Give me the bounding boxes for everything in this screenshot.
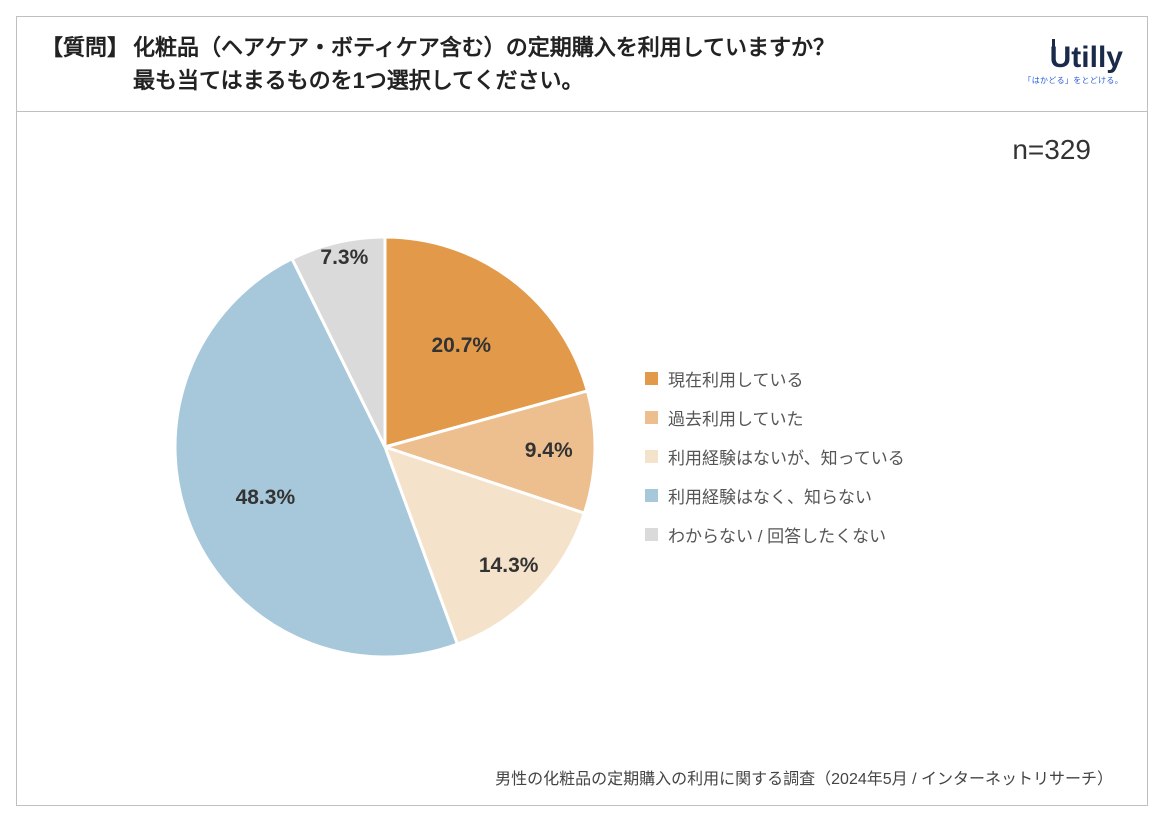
pie-slice-label: 7.3% [320, 246, 368, 270]
legend-swatch [645, 528, 658, 541]
legend-label: わからない / 回答したくない [668, 522, 886, 547]
brand-logo-text: Utilly [1050, 43, 1123, 73]
pie-slice-label: 48.3% [236, 486, 296, 510]
source-footer: 男性の化粧品の定期購入の利用に関する調査（2024年5月 / インターネットリサ… [45, 761, 1119, 791]
legend-label: 現在利用している [668, 366, 804, 391]
chart-panel: n=329 20.7% 9.4% 14.3% 48.3% 7.3% 現在利用している過去… [16, 112, 1148, 806]
sample-size-label: n=329 [1012, 134, 1091, 166]
pie-slice-label: 9.4% [525, 439, 573, 463]
chart-row: 20.7% 9.4% 14.3% 48.3% 7.3% 現在利用している過去利用していた… [45, 132, 1119, 761]
question-body: 化粧品（ヘアケア・ボティケア含む）の定期購入を利用していますか？ 最も当てはまる… [133, 31, 835, 97]
legend-swatch [645, 450, 658, 463]
brand-logo-tagline: 「はかどる」をとどける。 [1023, 75, 1123, 86]
legend-swatch [645, 489, 658, 502]
header-bar: 【質問】 化粧品（ヘアケア・ボティケア含む）の定期購入を利用していますか？ 最も… [16, 16, 1148, 112]
legend-item: 過去利用していた [645, 405, 905, 430]
pie-slice-label: 20.7% [432, 334, 492, 358]
legend-item: 利用経験はないが、知っている [645, 444, 905, 469]
legend: 現在利用している過去利用していた利用経験はないが、知っている利用経験はなく、知ら… [645, 366, 905, 547]
legend-swatch [645, 411, 658, 424]
legend-swatch [645, 372, 658, 385]
pie-slice-label: 14.3% [479, 554, 539, 578]
infographic-card: 【質問】 化粧品（ヘアケア・ボティケア含む）の定期購入を利用していますか？ 最も… [16, 16, 1148, 806]
legend-label: 利用経験はないが、知っている [668, 444, 905, 469]
legend-item: 利用経験はなく、知らない [645, 483, 905, 508]
legend-label: 過去利用していた [668, 405, 804, 430]
question-line-2: 最も当てはまるものを1つ選択してください。 [133, 64, 835, 97]
question-line-1: 化粧品（ヘアケア・ボティケア含む）の定期購入を利用していますか？ [133, 31, 835, 64]
pie-chart: 20.7% 9.4% 14.3% 48.3% 7.3% [165, 227, 605, 667]
brand-logo: Utilly 「はかどる」をとどける。 [1023, 43, 1123, 86]
legend-label: 利用経験はなく、知らない [668, 483, 872, 508]
question-label: 【質問】 [41, 31, 129, 64]
legend-item: わからない / 回答したくない [645, 522, 905, 547]
question-block: 【質問】 化粧品（ヘアケア・ボティケア含む）の定期購入を利用していますか？ 最も… [41, 31, 835, 97]
legend-item: 現在利用している [645, 366, 905, 391]
